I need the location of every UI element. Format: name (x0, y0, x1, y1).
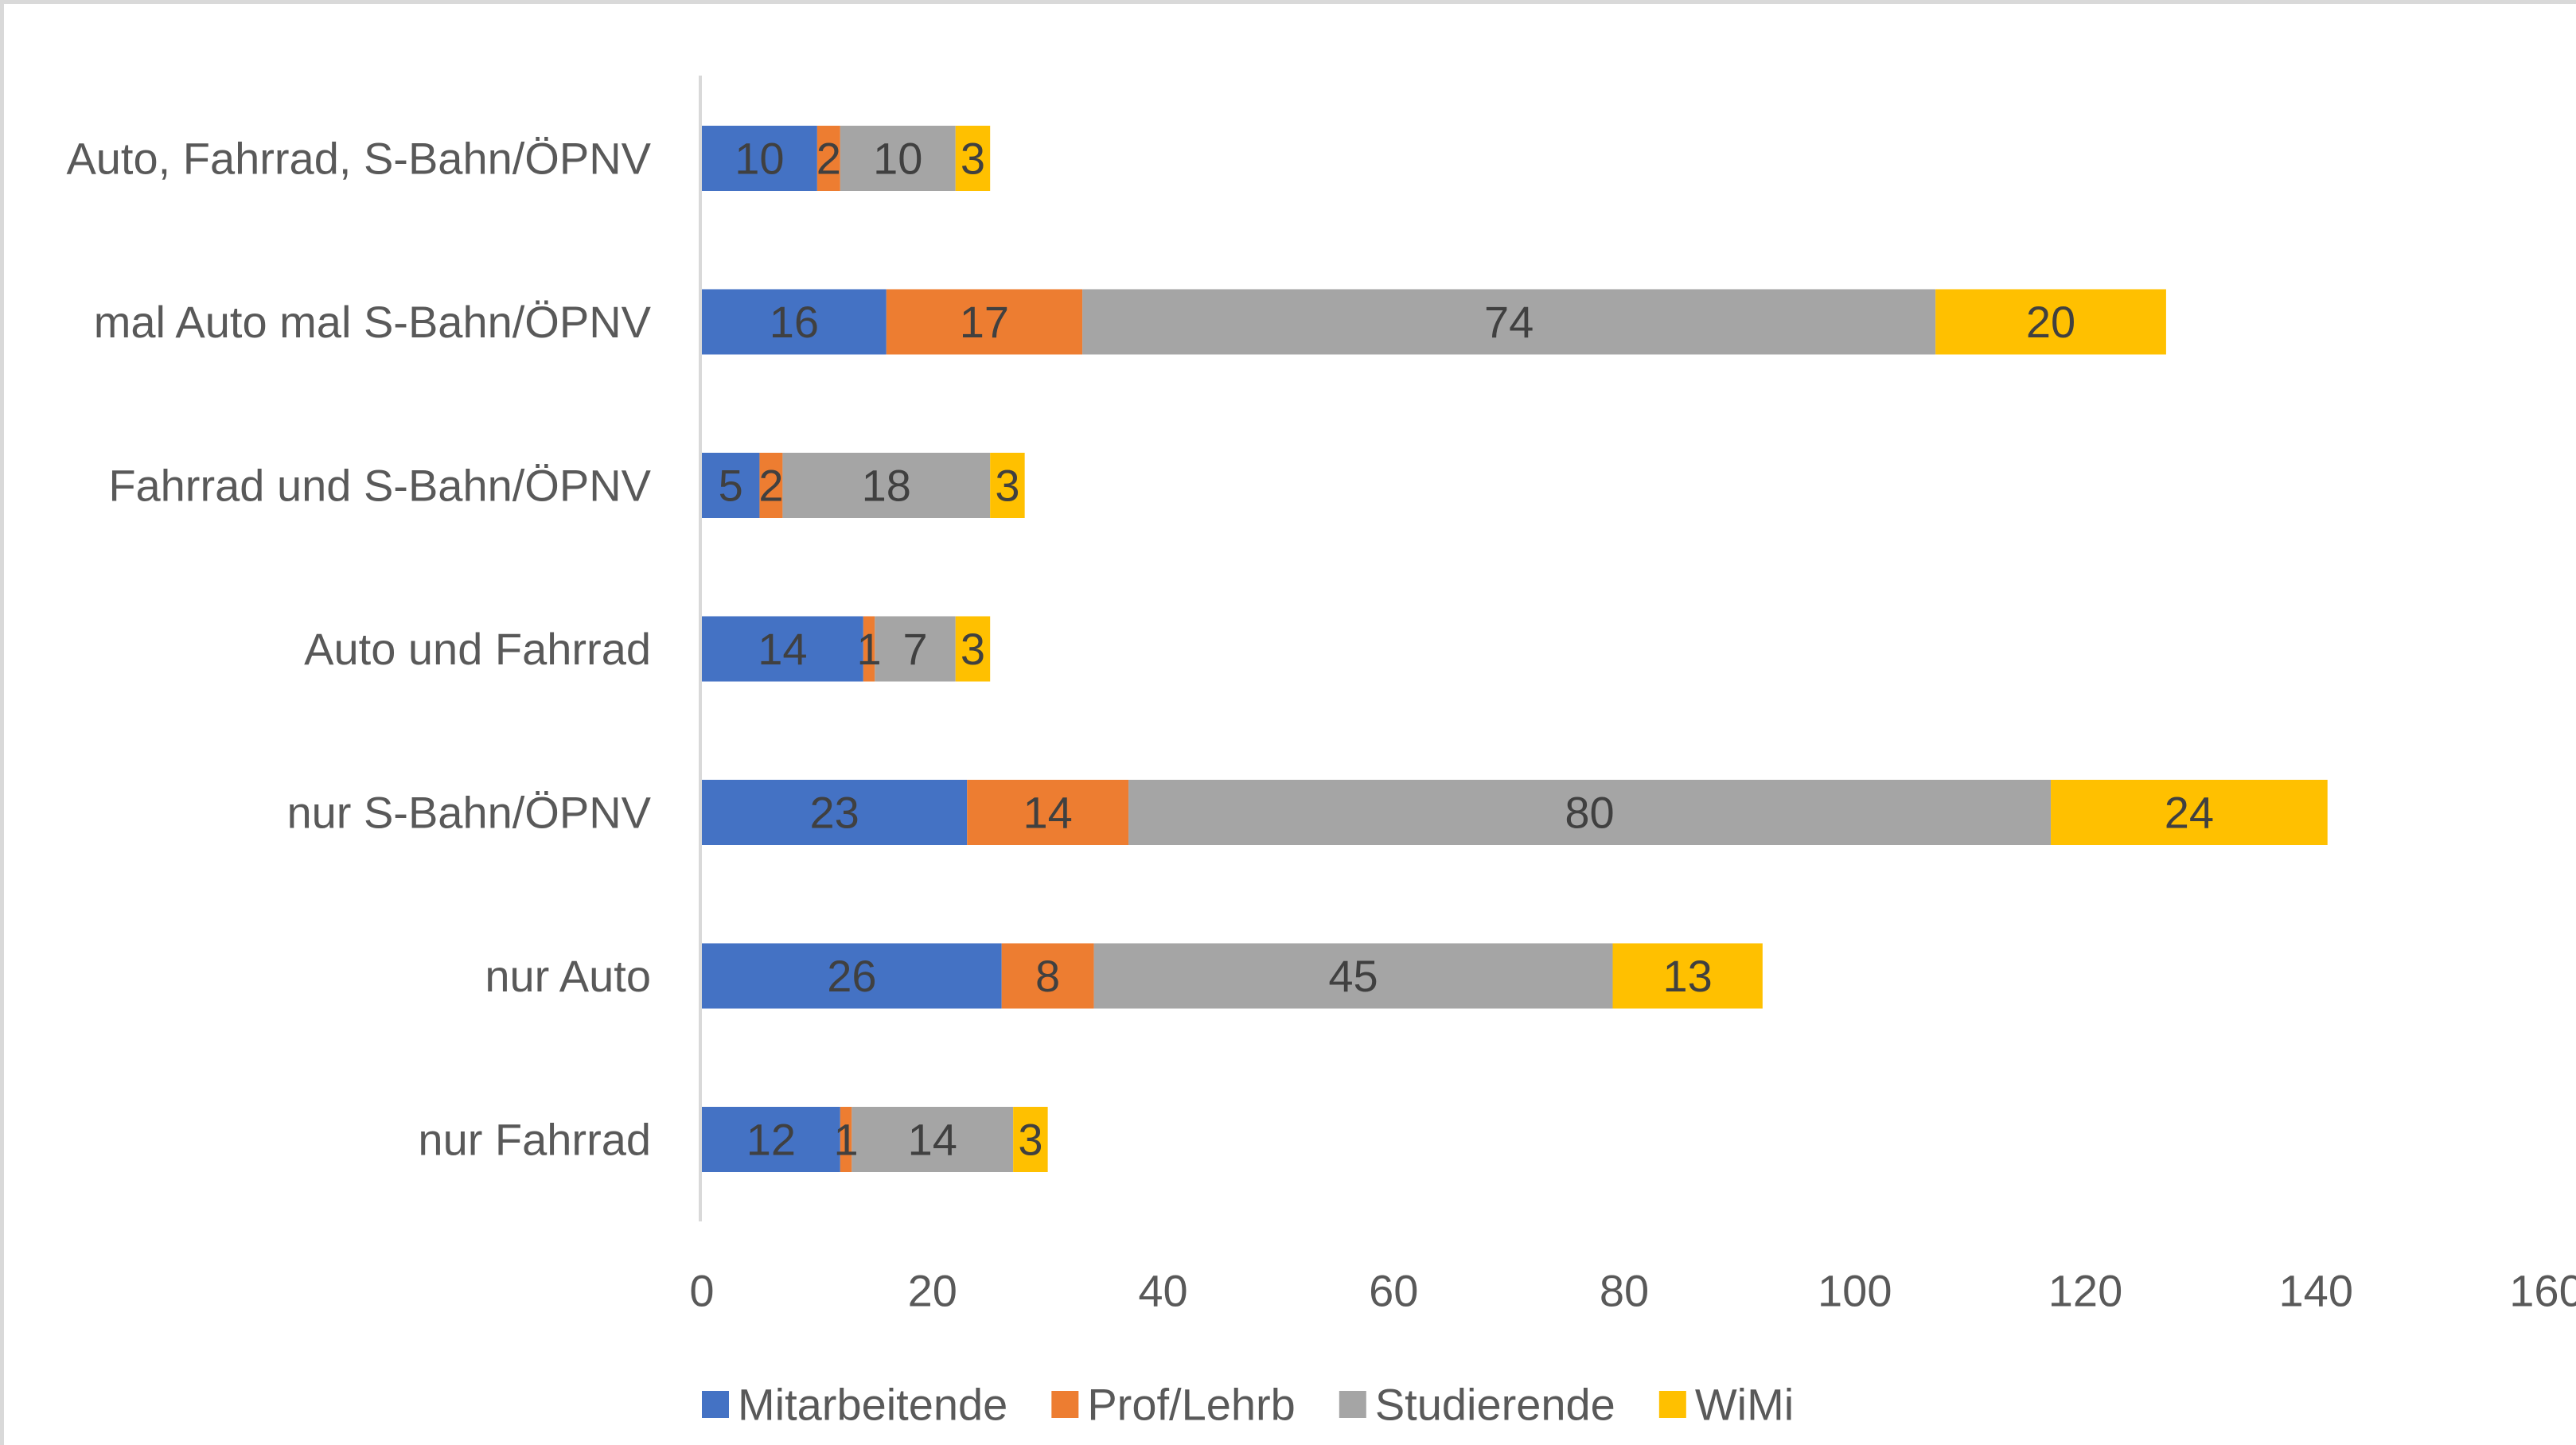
data-label: 14 (758, 624, 807, 674)
data-label: 8 (1035, 951, 1060, 1001)
data-label: 14 (1023, 788, 1072, 838)
bar-segment (2051, 780, 2328, 845)
x-tick-label: 80 (1600, 1266, 1649, 1316)
data-label: 3 (961, 134, 985, 184)
data-label: 23 (809, 788, 859, 838)
data-label: 18 (862, 461, 911, 511)
bar-segment (852, 1107, 1014, 1172)
bar-segment (702, 453, 760, 518)
bar-segment (863, 616, 875, 682)
data-label: 1 (856, 624, 881, 674)
x-tick-label: 0 (689, 1266, 714, 1316)
bar-segment (990, 453, 1025, 518)
bar-segment (886, 289, 1083, 355)
value-axis: 0 20 40 60 80 100 120 140 160 (689, 76, 2576, 1316)
bar-segment (1001, 943, 1094, 1009)
category-axis: Auto, Fahrrad, S-Bahn/ÖPNV mal Auto mal S… (66, 134, 651, 1165)
category-label: Auto und Fahrrad (304, 624, 651, 674)
category-label: mal Auto mal S-Bahn/ÖPNV (94, 297, 652, 347)
data-label: 80 (1565, 788, 1614, 838)
x-tick-label: 100 (1818, 1266, 1892, 1316)
bar-segment (1013, 1107, 1048, 1172)
category-label: nur S-Bahn/ÖPNV (286, 788, 651, 838)
bar-segment (1612, 943, 1763, 1009)
bar-segment (955, 126, 991, 191)
data-label: 20 (2026, 297, 2075, 347)
bar-segment (702, 289, 887, 355)
data-label: 2 (758, 461, 783, 511)
bar-segment (1082, 289, 1936, 355)
bar-segment (702, 1107, 840, 1172)
data-label: 10 (735, 134, 784, 184)
legend-label: Mitarbeitende (738, 1380, 1007, 1430)
legend-label: Studierende (1375, 1380, 1615, 1430)
data-label: 3 (995, 461, 1019, 511)
legend-swatch (702, 1391, 729, 1418)
data-label: 13 (1663, 951, 1713, 1001)
x-tick-label: 120 (2048, 1266, 2122, 1316)
x-tick-label: 20 (908, 1266, 957, 1316)
bar-segment (702, 126, 817, 191)
data-label: 7 (902, 624, 927, 674)
x-tick-label: 160 (2509, 1266, 2576, 1316)
data-label: 5 (719, 461, 743, 511)
bar-segment (759, 453, 783, 518)
data-label: 3 (961, 624, 985, 674)
x-tick-label: 140 (2279, 1266, 2353, 1316)
bar-segment (875, 616, 956, 682)
legend-label: Prof/Lehrb (1087, 1380, 1296, 1430)
data-label: 2 (816, 134, 841, 184)
x-tick-label: 60 (1369, 1266, 1418, 1316)
bar-segment (816, 126, 840, 191)
legend-swatch (1339, 1391, 1366, 1418)
category-label: nur Auto (485, 951, 651, 1001)
data-label: 45 (1328, 951, 1378, 1001)
data-label: 26 (827, 951, 876, 1001)
data-label: 10 (873, 134, 922, 184)
data-label: 3 (1018, 1115, 1042, 1165)
bar-segment (955, 616, 991, 682)
bar-segment (702, 780, 968, 845)
category-label: Fahrrad und S-Bahn/ÖPNV (108, 461, 651, 511)
legend-label: WiMi (1695, 1380, 1794, 1430)
bar-segment (702, 943, 1002, 1009)
bar-segment (702, 616, 863, 682)
category-label: Auto, Fahrrad, S-Bahn/ÖPNV (66, 134, 651, 184)
legend-swatch (1658, 1391, 1686, 1418)
legend: Mitarbeitende Prof/Lehrb Studierende WiMi (702, 1380, 1794, 1430)
data-label: 14 (908, 1115, 957, 1165)
bar-segment (1093, 943, 1613, 1009)
bar-segment (1128, 780, 2052, 845)
legend-swatch (1051, 1391, 1079, 1418)
bar-segment (967, 780, 1129, 845)
bars-layer (702, 126, 2328, 1172)
data-label: 16 (770, 297, 819, 347)
bar-segment (840, 1107, 852, 1172)
x-tick-label: 40 (1138, 1266, 1187, 1316)
bar-segment (840, 126, 956, 191)
data-label: 74 (1484, 297, 1534, 347)
data-label: 1 (834, 1115, 859, 1165)
bar-segment (782, 453, 991, 518)
category-label: nur Fahrrad (418, 1115, 651, 1165)
data-label: 17 (960, 297, 1009, 347)
data-label: 12 (746, 1115, 796, 1165)
bar-segment (1935, 289, 2166, 355)
data-label: 24 (2165, 788, 2214, 838)
